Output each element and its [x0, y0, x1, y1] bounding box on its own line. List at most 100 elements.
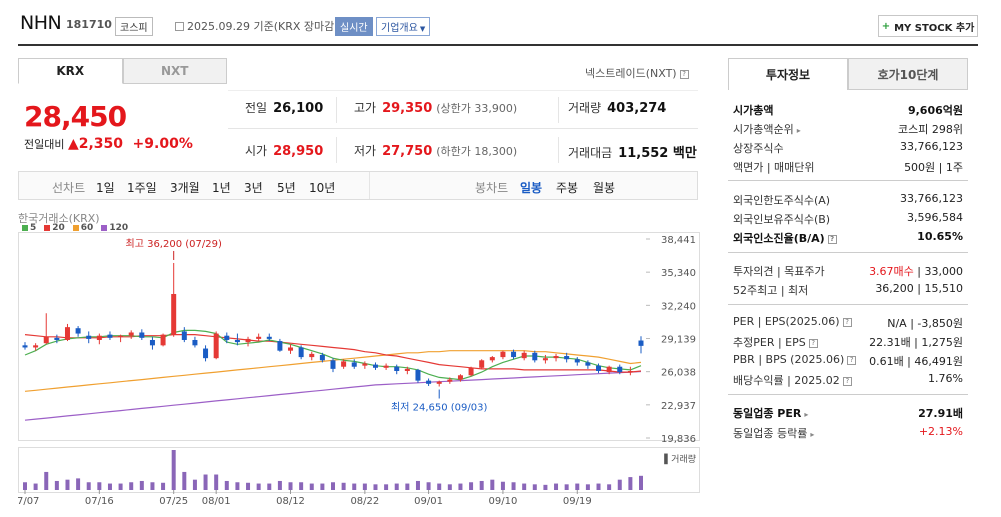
tab-invest-info[interactable]: 투자정보: [728, 58, 848, 90]
par-label: 액면가 | 매매단위: [733, 161, 815, 174]
quote-prev: 전일 26,100: [245, 99, 323, 116]
tab-nxt[interactable]: NXT: [122, 58, 227, 84]
tab-krx[interactable]: KRX: [18, 58, 123, 84]
col-divider: [336, 97, 337, 123]
industry-per-row[interactable]: 동일업종 PER ▸ 27.91배: [733, 405, 963, 421]
candle-body: [298, 347, 304, 358]
company-info-dropdown[interactable]: 기업개요 ▼: [376, 17, 431, 36]
volume-bar: [44, 471, 49, 490]
x-tick-label: 08/22: [350, 496, 379, 507]
period-3m[interactable]: 3개월: [170, 181, 200, 195]
pbr-row: PBR | BPS (2025.06)? 0.61배 | 46,491원: [733, 353, 963, 369]
candle-body: [128, 332, 134, 336]
volume-bar: [203, 474, 208, 490]
price-change: 전일대비 ▲2,350 +9.00%: [24, 136, 193, 152]
period-3y[interactable]: 3년: [244, 181, 263, 195]
y-tick-label: 29,139: [661, 335, 696, 346]
high-value: 29,350: [382, 101, 433, 116]
candle-weekly[interactable]: 주봉: [556, 181, 579, 195]
volume-bar: [585, 484, 590, 490]
nxt-link[interactable]: 넥스트레이드(NXT)?: [585, 65, 689, 81]
candle-body: [64, 327, 70, 340]
quote-high: 고가 29,350 (상한가 33,900): [354, 99, 517, 116]
stock-name: NHN: [20, 12, 62, 34]
volume-bar: [373, 484, 378, 490]
market-cap-row: 시가총액 9,606억원: [733, 102, 963, 118]
help-icon[interactable]: ?: [808, 338, 818, 348]
candle-body: [96, 335, 102, 340]
candle-monthly[interactable]: 월봉: [593, 181, 616, 195]
volume-bar: [522, 483, 527, 490]
market-cap-value: 9,606억원: [907, 104, 963, 117]
volume-bar: [469, 482, 474, 490]
volume-bar: [564, 484, 569, 490]
x-tick-label: 08/01: [202, 496, 231, 507]
candle-body: [362, 363, 368, 366]
w52-row: 52주최고 | 최저 36,200 | 15,510: [733, 282, 963, 298]
legend-label: 120: [109, 223, 129, 233]
candle-chart-label[interactable]: 봉차트: [475, 181, 509, 195]
industry-chg-row[interactable]: 동일업종 등락률 ▸ +2.13%: [733, 425, 963, 441]
mystock-add-button[interactable]: + MY STOCK 추가: [878, 15, 978, 37]
base-date: 2025.09.29 기준(KRX 장마감): [175, 18, 339, 34]
period-5y[interactable]: 5년: [277, 181, 296, 195]
high-annotation: 최고 36,200 (07/29): [126, 238, 222, 250]
y-tick-label: 22,937: [661, 401, 696, 412]
candle-body: [585, 362, 591, 366]
price-chart[interactable]: 38,441 35,340 32,240 29,139 26,038 22,937 19,8…: [18, 232, 700, 517]
x-tick-label: 07/07: [18, 496, 39, 507]
cap-rank-label-wrap: 시가총액순위 ▸: [733, 121, 801, 137]
cap-rank-row[interactable]: 시가총액순위 ▸ 코스피 298위: [733, 121, 963, 137]
period-1d[interactable]: 1일: [96, 181, 115, 195]
candle-body: [489, 357, 495, 361]
candle-daily[interactable]: 일봉: [520, 181, 543, 195]
candle-body: [468, 367, 474, 376]
ma-legend: 5 20 60 120: [22, 223, 136, 233]
candle-body: [75, 328, 81, 334]
candle-body: [394, 366, 400, 371]
help-icon[interactable]: ?: [679, 69, 689, 79]
industry-per-label: 동일업종 PER: [733, 407, 802, 420]
quote-low: 저가 27,750 (하한가 18,300): [354, 142, 517, 159]
volume-bar: [415, 480, 420, 490]
quote-volume: 거래량 403,274: [568, 99, 666, 116]
lower-limit: (하한가 18,300): [436, 145, 518, 158]
candle-body: [171, 293, 177, 335]
volume-bar: [267, 483, 272, 490]
candle-body: [181, 331, 187, 340]
volume-bar: [490, 479, 495, 490]
help-icon[interactable]: ?: [842, 376, 852, 386]
period-1y[interactable]: 1년: [212, 181, 231, 195]
x-tick-label: 07/25: [159, 496, 188, 507]
industry-chg-label: 동일업종 등락률: [733, 427, 808, 440]
help-icon[interactable]: ?: [827, 234, 837, 244]
candle-body: [224, 335, 230, 340]
industry-per-label-wrap: 동일업종 PER ▸: [733, 405, 808, 421]
x-tick-label: 09/01: [414, 496, 443, 507]
candle-body: [617, 366, 623, 373]
candle-body: [532, 352, 538, 361]
volume-bar: [639, 475, 643, 490]
dividend-value: 1.76%: [928, 372, 963, 385]
help-icon[interactable]: ?: [847, 355, 857, 365]
line-chart-label[interactable]: 선차트: [52, 181, 86, 195]
legend-label: 5: [30, 223, 37, 233]
help-icon[interactable]: ?: [842, 317, 852, 327]
volume-bar: [500, 481, 505, 490]
volume-bar: [617, 479, 622, 490]
candle-body: [107, 334, 113, 338]
candle-body: [574, 359, 580, 363]
tab-orderbook[interactable]: 호가10단계: [848, 58, 968, 90]
ma-line-ma120: [24, 370, 642, 421]
foreign-ratio-row: 외국인소진율(B/A)? 10.65%: [733, 230, 963, 246]
volume-frame: [18, 447, 700, 493]
candle-body: [266, 336, 272, 339]
tab-divider: [369, 172, 370, 199]
volume-bar: [543, 484, 548, 490]
x-tick-label: 09/19: [563, 496, 592, 507]
candle-body: [372, 364, 378, 368]
period-1w[interactable]: 1주일: [127, 181, 157, 195]
period-10y[interactable]: 10년: [309, 181, 336, 195]
realtime-button[interactable]: 실시간: [335, 17, 373, 36]
industry-chg-value: +2.13%: [918, 425, 963, 438]
